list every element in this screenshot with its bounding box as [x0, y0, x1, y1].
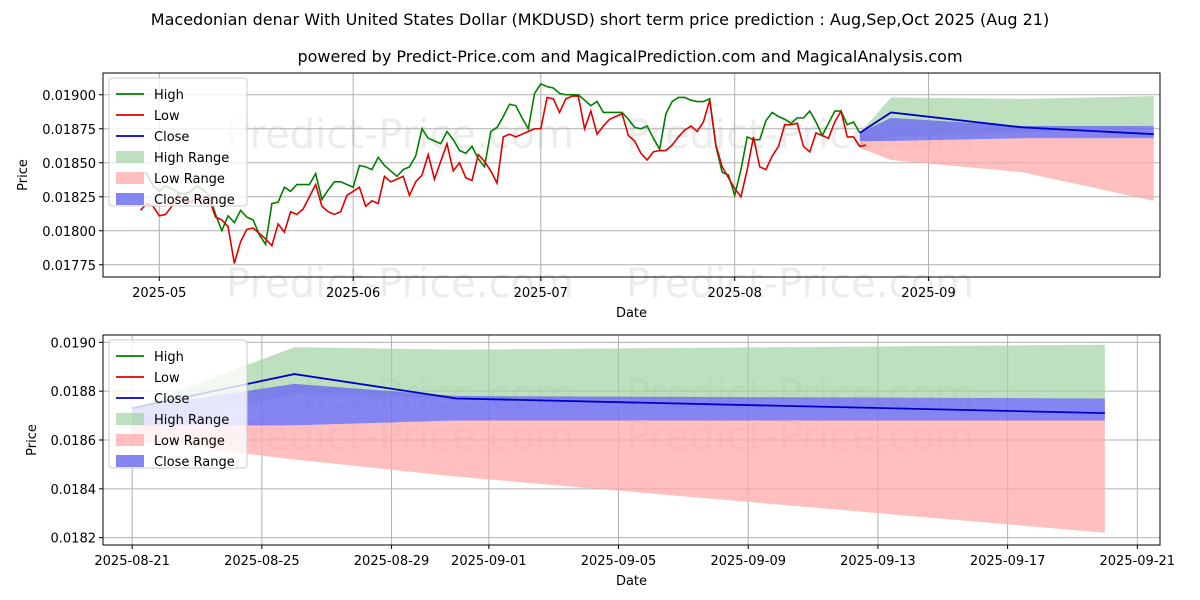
y-tick-label: 0.0184 [51, 483, 97, 498]
y-tick-label: 0.01900 [42, 89, 96, 104]
legend-label: Close Range [154, 455, 235, 470]
y-tick-label: 0.0182 [51, 532, 97, 547]
close-range-band [859, 117, 1154, 141]
chart-subtitle: powered by Predict-Price.com and Magical… [297, 47, 962, 66]
x-tick-label: 2025-09-21 [1100, 554, 1176, 569]
watermark: Predict-Price.com [226, 112, 574, 158]
x-tick-label: 2025-08 [708, 286, 762, 301]
y-tick-label: 0.0188 [51, 385, 97, 400]
x-tick-label: 2025-08-29 [354, 554, 430, 569]
legend-swatch [116, 151, 144, 163]
legend: High Low Close High Range Low Range Close Ran… [108, 339, 248, 470]
low-range-band [132, 415, 1105, 533]
legend-label: High Range [154, 151, 229, 166]
legend-swatch [116, 193, 144, 205]
legend-swatch [116, 455, 144, 467]
y-tick-label: 0.0190 [51, 336, 97, 351]
legend-swatch [116, 413, 144, 425]
legend-label: Low [154, 109, 180, 124]
y-tick-label: 0.01875 [42, 123, 96, 138]
y-axis-label: Price [16, 159, 31, 191]
legend-label: High [154, 88, 184, 103]
history-forecast-panel: Predict-Price.com Predict-Price.com Predic… [16, 72, 1161, 321]
close-range-band [132, 383, 1105, 426]
y-axis-label: Price [25, 424, 40, 456]
plot-frame [102, 334, 1161, 546]
x-tick-label: 2025-09-13 [840, 554, 916, 569]
legend-label: Low Range [154, 172, 225, 187]
y-tick-label: 0.0186 [51, 434, 97, 449]
legend-label: Close [154, 130, 189, 145]
x-tick-label: 2025-09-09 [710, 554, 786, 569]
y-tick-label: 0.01825 [42, 191, 96, 206]
legend-label: Low [154, 371, 180, 386]
x-axis-label: Date [616, 574, 647, 589]
x-tick-label: 2025-09-17 [970, 554, 1046, 569]
legend-swatch [116, 172, 144, 184]
legend-label: Close Range [154, 193, 235, 208]
plot-area [131, 344, 1105, 533]
high-range-band [132, 344, 1105, 431]
x-tick-label: 2025-09-05 [581, 554, 657, 569]
y-tick-label: 0.01775 [42, 259, 96, 274]
y-tick-label: 0.01800 [42, 225, 96, 240]
x-tick-label: 2025-09 [901, 286, 955, 301]
x-tick-label: 2025-06 [326, 286, 380, 301]
x-tick-label: 2025-09-01 [451, 554, 527, 569]
high-series-line [140, 82, 861, 247]
legend-label: High [154, 350, 184, 365]
forecast-zoom-panel: Predict-Price.comPredict-Price.comPredic… [25, 334, 1176, 589]
legend-label: High Range [154, 413, 229, 428]
x-tick-label: 2025-08-25 [224, 554, 300, 569]
x-axis-label: Date [616, 306, 647, 321]
legend: High Low Close High Range Low Range Close Ran… [108, 77, 248, 208]
y-tick-label: 0.01850 [42, 157, 96, 172]
x-tick-label: 2025-05 [132, 286, 186, 301]
plot-frame [102, 72, 1161, 278]
chart-title: Macedonian denar With United States Doll… [151, 10, 1049, 29]
x-tick-label: 2025-08-21 [94, 554, 170, 569]
low-range-band [859, 135, 1154, 201]
watermark: Predict-Price.com [226, 261, 574, 307]
watermark: Predict-Price.com [626, 261, 974, 307]
legend-label: Low Range [154, 434, 225, 449]
x-tick-label: 2025-07 [514, 286, 568, 301]
legend-swatch [116, 434, 144, 446]
plot-area [139, 82, 1154, 264]
legend-label: Close [154, 392, 189, 407]
low-series-line [139, 95, 867, 264]
close-series-line [859, 111, 1154, 136]
